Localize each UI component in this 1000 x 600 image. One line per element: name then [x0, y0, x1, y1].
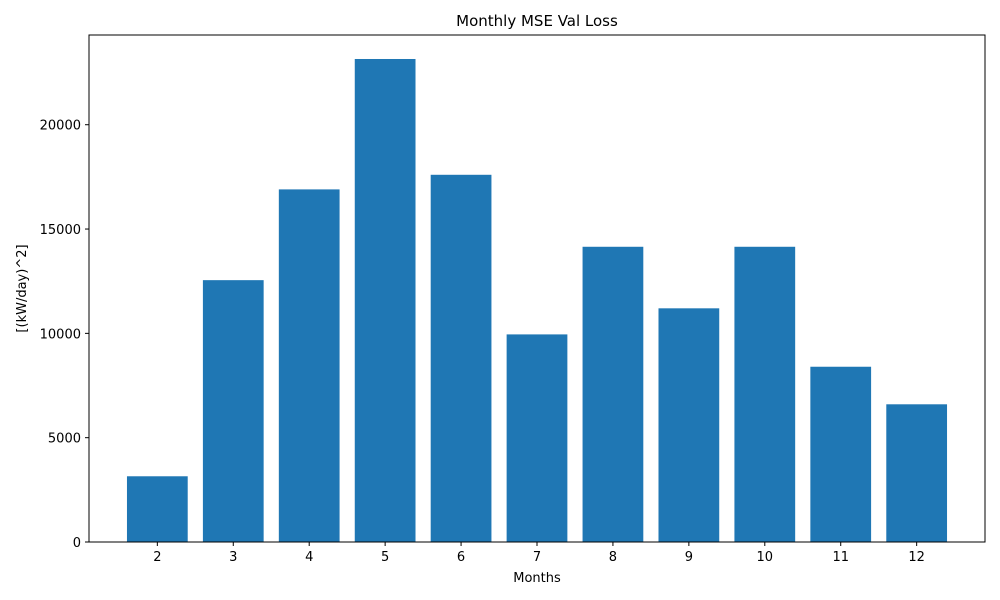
x-tick-label: 11 [832, 550, 849, 565]
x-tick-label: 7 [533, 550, 541, 565]
x-tick-label: 4 [305, 550, 313, 565]
x-tick-label: 8 [609, 550, 617, 565]
x-tick-label: 5 [381, 550, 389, 565]
x-axis-label: Months [513, 571, 561, 586]
bar-month-7 [506, 334, 568, 542]
y-axis-ticks: 0 5000 10000 15000 20000 [40, 119, 89, 551]
bar-month-5 [354, 58, 416, 542]
y-tick-label: 0 [73, 536, 81, 551]
y-tick-label: 10000 [40, 327, 81, 342]
bar-month-8 [582, 246, 644, 542]
bar-month-3 [202, 280, 264, 542]
y-tick-label: 20000 [40, 119, 81, 134]
bar-month-6 [430, 174, 492, 542]
x-axis-ticks: 2 3 4 5 6 7 8 9 10 11 12 [153, 542, 925, 565]
y-axis-label: [(kW/day)^2] [15, 244, 30, 332]
x-tick-label: 2 [153, 550, 161, 565]
x-tick-label: 3 [229, 550, 237, 565]
bar-month-10 [734, 246, 796, 542]
x-tick-label: 9 [685, 550, 693, 565]
y-tick-label: 5000 [48, 432, 81, 447]
x-tick-label: 6 [457, 550, 465, 565]
bar-month-12 [886, 404, 948, 542]
bar-month-4 [278, 189, 340, 542]
bars-group [126, 58, 948, 542]
y-tick-label: 15000 [40, 223, 81, 238]
bar-month-9 [658, 308, 720, 542]
chart-title: Monthly MSE Val Loss [456, 12, 618, 30]
axes-frame [88, 34, 986, 543]
bar-month-2 [126, 476, 188, 542]
x-tick-label: 10 [757, 550, 774, 565]
x-tick-label: 12 [908, 550, 925, 565]
bar-month-11 [810, 366, 872, 542]
